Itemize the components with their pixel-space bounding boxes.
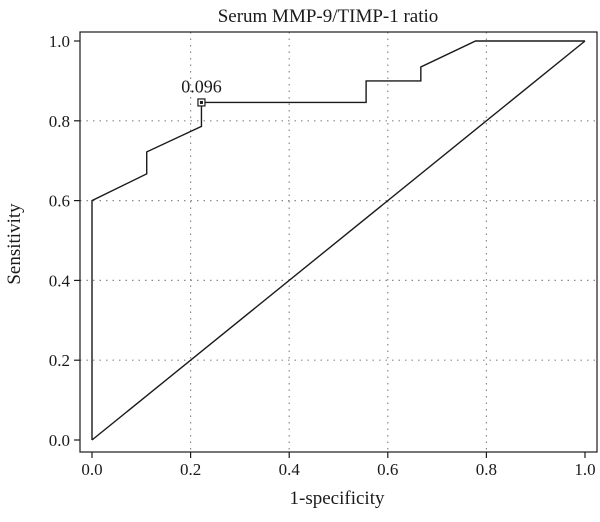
cutoff-marker-dot xyxy=(199,100,203,104)
cutoff-annotation: 0.096 xyxy=(181,76,222,107)
x-tick-label: 0.4 xyxy=(279,460,301,479)
plot-border xyxy=(79,31,598,453)
x-tick-label: 0.6 xyxy=(377,460,398,479)
plot-lines xyxy=(91,40,586,441)
y-tick-label: 0.0 xyxy=(49,431,70,450)
x-tick-label: 0.0 xyxy=(81,460,102,479)
axis-ticks: 0.0 0.2 0.4 0.6 0.8 1.0 0.0 0.2 0.4 0.6 0.8 1.0 xyxy=(49,32,596,479)
plot-frame xyxy=(79,31,598,453)
x-tick-label: 1.0 xyxy=(574,460,595,479)
y-axis-title: Sensitivity xyxy=(4,203,25,285)
x-tick-label: 0.2 xyxy=(180,460,201,479)
y-tick-label: 1.0 xyxy=(49,32,70,51)
y-tick-label: 0.6 xyxy=(49,192,70,211)
grid xyxy=(80,32,597,452)
y-tick-label: 0.8 xyxy=(49,112,70,131)
reference-diagonal-line xyxy=(91,40,586,441)
cutoff-label: 0.096 xyxy=(181,76,222,96)
y-tick-label: 0.2 xyxy=(49,351,70,370)
y-tick-label: 0.4 xyxy=(49,271,71,290)
chart-title: Serum MMP-9/TIMP-1 ratio xyxy=(218,6,439,27)
roc-curve-line xyxy=(91,40,585,440)
x-axis-title: 1-specificity xyxy=(290,488,385,509)
x-tick-label: 0.8 xyxy=(476,460,497,479)
